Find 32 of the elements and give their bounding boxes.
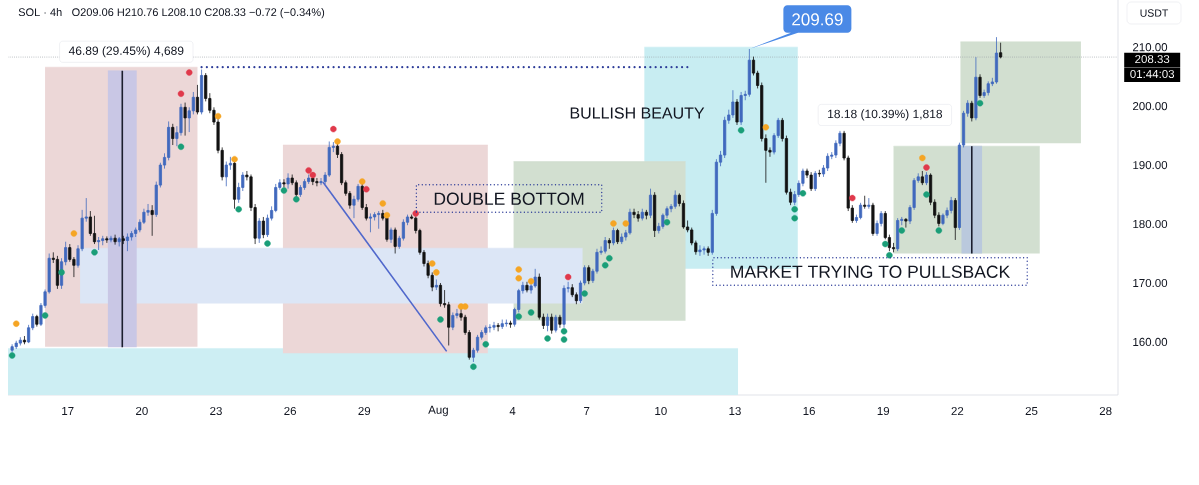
x-tick-label: 10: [655, 406, 667, 416]
y-axis-title: USDT: [1140, 9, 1169, 17]
y-tick-label: 200.00: [1132, 102, 1168, 111]
x-tick-label: 26: [284, 406, 297, 416]
x-tick-label: 16: [803, 406, 815, 416]
x-tick-label: 25: [1025, 406, 1038, 416]
annotation: DOUBLE BOTTOM: [434, 192, 584, 205]
annotation: 18.18 (10.39%) 1,818: [828, 109, 943, 121]
ref-line-label: 208.33: [1135, 54, 1170, 64]
x-tick-label: 4: [509, 407, 516, 415]
annotation: 46.89 (29.45%) 4,689: [68, 46, 184, 58]
y-tick-label: 190.00: [1133, 161, 1168, 170]
text: 01:44:03: [1130, 69, 1175, 79]
x-tick-label: 7: [584, 407, 590, 415]
x-tick-label: 17: [62, 407, 74, 415]
text: O209.06 H210.76 L208.10 C208.33 −0.72 (−0.34%): [72, 8, 325, 19]
x-tick-label: 22: [951, 406, 964, 416]
y-tick-label: 210.00: [1132, 43, 1168, 52]
x-tick-label: 23: [210, 406, 222, 416]
x-tick-label: 19: [877, 406, 890, 416]
x-tick-label: 29: [358, 406, 371, 416]
annotation: 209.69: [792, 13, 843, 26]
x-tick-label: Aug: [428, 405, 448, 417]
text: SOL · 4h: [18, 8, 62, 17]
annotation: MARKET TRYING TO PULLSBACK: [731, 265, 1011, 278]
y-tick-label: 160.00: [1133, 337, 1168, 347]
x-tick-label: 13: [729, 406, 741, 416]
y-tick-label: 180.00: [1133, 219, 1168, 229]
x-tick-label: 20: [136, 406, 148, 416]
y-tick-label: 170.00: [1133, 278, 1168, 288]
x-tick-label: 28: [1099, 406, 1112, 416]
annotation: BULLISH BEAUTY: [570, 107, 705, 119]
